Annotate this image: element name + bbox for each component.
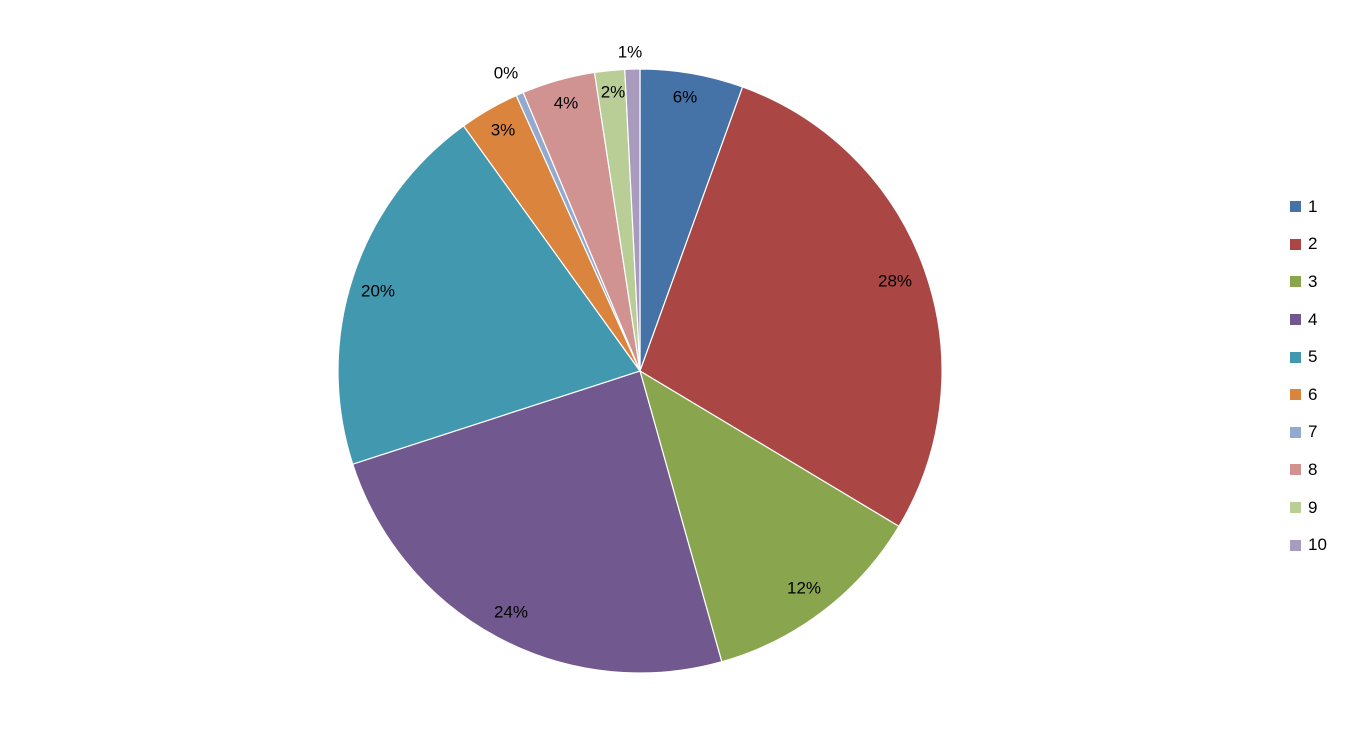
legend-item-10: 10 — [1290, 526, 1327, 564]
slice-label-9: 2% — [601, 82, 626, 101]
legend-label-10: 10 — [1308, 535, 1327, 555]
legend-item-5: 5 — [1290, 338, 1327, 376]
slice-label-3: 12% — [787, 578, 821, 597]
legend-label-8: 8 — [1308, 459, 1318, 479]
legend-swatch-7 — [1290, 426, 1301, 438]
legend-swatch-3 — [1290, 276, 1301, 288]
legend-label-4: 4 — [1308, 309, 1318, 329]
legend-item-7: 7 — [1290, 414, 1327, 452]
legend-item-4: 4 — [1290, 301, 1327, 339]
legend-item-3: 3 — [1290, 263, 1327, 301]
slice-label-8: 4% — [554, 93, 579, 112]
slice-label-7: 0% — [494, 63, 519, 82]
legend-label-6: 6 — [1308, 384, 1318, 404]
legend-label-7: 7 — [1308, 422, 1318, 442]
legend-label-1: 1 — [1308, 196, 1318, 216]
slice-label-2: 28% — [878, 271, 912, 290]
legend-item-9: 9 — [1290, 489, 1327, 527]
legend-item-2: 2 — [1290, 226, 1327, 264]
pie-slice-2 — [639, 86, 943, 528]
slice-label-5: 20% — [361, 281, 395, 300]
legend-swatch-5 — [1290, 351, 1301, 363]
slice-label-6: 3% — [491, 120, 516, 139]
legend-swatch-1 — [1290, 201, 1301, 213]
chart-legend: 1 2 3 4 5 6 7 8 9 10 — [1290, 188, 1327, 564]
legend-label-2: 2 — [1308, 234, 1318, 254]
legend-swatch-2 — [1290, 238, 1301, 250]
legend-swatch-10 — [1290, 539, 1301, 551]
legend-swatch-8 — [1290, 464, 1301, 476]
pie-slice-10 — [624, 68, 641, 372]
legend-label-9: 9 — [1308, 497, 1318, 517]
legend-swatch-9 — [1290, 502, 1301, 514]
legend-item-8: 8 — [1290, 451, 1327, 489]
legend-swatch-4 — [1290, 314, 1301, 326]
pie-slice-4 — [351, 370, 723, 674]
pie-slice-3 — [639, 369, 900, 663]
legend-item-1: 1 — [1290, 188, 1327, 226]
legend-label-3: 3 — [1308, 271, 1318, 291]
legend-item-6: 6 — [1290, 376, 1327, 414]
pie-slice-5 — [337, 125, 641, 465]
slice-label-1: 6% — [673, 87, 698, 106]
legend-swatch-6 — [1290, 389, 1301, 401]
slice-label-4: 24% — [494, 602, 528, 621]
slice-label-10: 1% — [618, 42, 643, 61]
legend-label-5: 5 — [1308, 347, 1318, 367]
